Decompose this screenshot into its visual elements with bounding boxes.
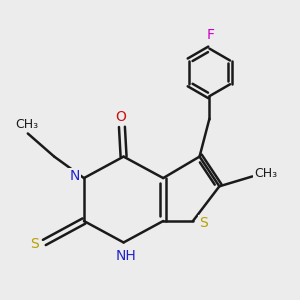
Text: CH₃: CH₃ [254,167,277,180]
Text: S: S [30,237,39,251]
Text: O: O [115,110,126,124]
Text: NH: NH [116,249,136,263]
Text: F: F [207,28,215,42]
Text: S: S [199,216,208,230]
Text: CH₃: CH₃ [16,118,39,131]
Text: N: N [70,169,80,183]
